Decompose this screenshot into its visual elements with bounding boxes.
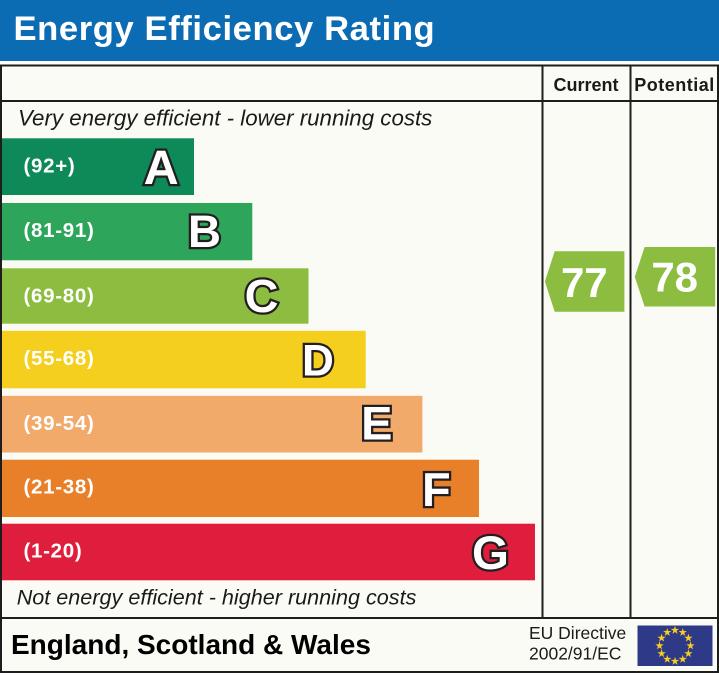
svg-text:F: F bbox=[422, 464, 451, 516]
svg-text:Not energy efficient - higher: Not energy efficient - higher running co… bbox=[17, 585, 417, 610]
svg-text:Very energy efficient - lower: Very energy efficient - lower running co… bbox=[18, 105, 432, 130]
svg-text:Energy Efficiency Rating: Energy Efficiency Rating bbox=[14, 10, 436, 48]
svg-text:Current: Current bbox=[553, 75, 618, 95]
svg-text:England, Scotland & Wales: England, Scotland & Wales bbox=[11, 629, 371, 660]
svg-text:(92+): (92+) bbox=[24, 154, 76, 177]
svg-text:EU Directive: EU Directive bbox=[529, 623, 626, 643]
svg-text:E: E bbox=[361, 398, 392, 450]
svg-text:D: D bbox=[302, 337, 334, 386]
svg-text:(81-91): (81-91) bbox=[24, 219, 95, 242]
svg-text:(21-38): (21-38) bbox=[24, 476, 95, 499]
svg-text:78: 78 bbox=[651, 253, 698, 300]
svg-text:Potential: Potential bbox=[634, 75, 715, 95]
svg-text:G: G bbox=[472, 527, 509, 580]
svg-text:(69-80): (69-80) bbox=[24, 284, 95, 307]
svg-text:(1-20): (1-20) bbox=[24, 540, 83, 563]
svg-text:C: C bbox=[245, 270, 279, 322]
svg-text:B: B bbox=[188, 206, 221, 257]
svg-text:(39-54): (39-54) bbox=[24, 412, 95, 435]
svg-text:(55-68): (55-68) bbox=[24, 347, 95, 370]
svg-text:2002/91/EC: 2002/91/EC bbox=[529, 644, 621, 664]
svg-text:A: A bbox=[144, 141, 179, 195]
svg-text:77: 77 bbox=[561, 259, 608, 306]
